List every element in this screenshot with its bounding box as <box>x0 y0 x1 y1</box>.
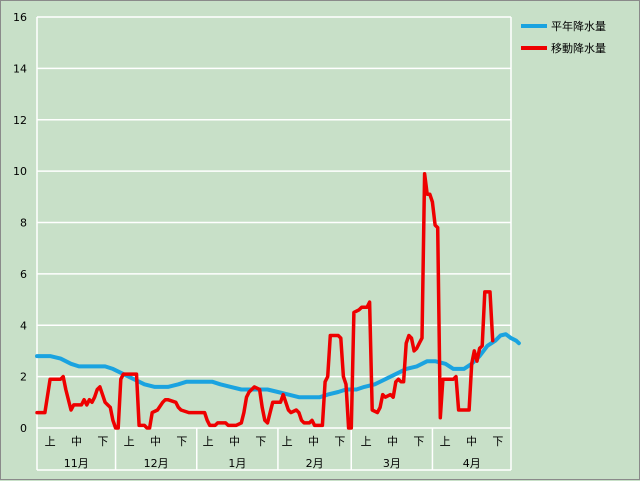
y-tick-label: 14 <box>13 62 27 75</box>
legend-label-normal: 平年降水量 <box>551 19 606 33</box>
x-tick-label: 中 <box>308 435 319 448</box>
x-month-label: 3月 <box>383 457 401 470</box>
legend-label-moving: 移動降水量 <box>551 41 606 55</box>
x-tick-label: 下 <box>334 435 345 448</box>
y-tick-label: 2 <box>20 371 27 384</box>
y-tick-label: 12 <box>13 114 27 127</box>
x-tick-label: 上 <box>203 435 214 448</box>
y-tick-label: 8 <box>20 217 27 230</box>
x-tick-label: 上 <box>45 435 56 448</box>
x-month-label: 11月 <box>64 457 89 470</box>
x-month-label: 4月 <box>463 457 481 470</box>
legend: 平年降水量 移動降水量 <box>521 19 606 55</box>
series-line-1 <box>35 171 495 430</box>
x-tick-label: 上 <box>282 435 293 448</box>
series-lines <box>35 171 521 430</box>
x-month-label: 2月 <box>306 457 324 470</box>
y-tick-label: 6 <box>20 268 27 281</box>
x-tick-label: 下 <box>492 435 503 448</box>
x-tick-label: 下 <box>97 435 108 448</box>
x-tick-label: 中 <box>229 435 240 448</box>
x-tick-label: 中 <box>71 435 82 448</box>
y-tick-label: 16 <box>13 11 27 24</box>
x-month-label: 1月 <box>228 457 246 470</box>
x-tick-label: 上 <box>124 435 135 448</box>
x-tick-label: 下 <box>176 435 187 448</box>
gridlines <box>36 16 512 429</box>
x-tick-label: 上 <box>361 435 372 448</box>
y-tick-label: 4 <box>20 319 27 332</box>
x-tick-label: 下 <box>413 435 424 448</box>
x-tick-label: 中 <box>150 435 161 448</box>
x-tick-label: 中 <box>387 435 398 448</box>
y-tick-label: 10 <box>13 165 27 178</box>
x-axis: 上 中 下 上 中 下 上 中 下 上 中 下 上 中 下 上 中 下 11月 12月 1月 2月 3月 4月 <box>36 428 512 471</box>
y-axis: 0 2 4 6 8 10 12 14 16 <box>13 11 27 435</box>
x-tick-label: 中 <box>466 435 477 448</box>
x-month-label: 12月 <box>144 457 169 470</box>
y-tick-label: 0 <box>20 422 27 435</box>
x-tick-label: 下 <box>255 435 266 448</box>
x-tick-label: 上 <box>440 435 451 448</box>
